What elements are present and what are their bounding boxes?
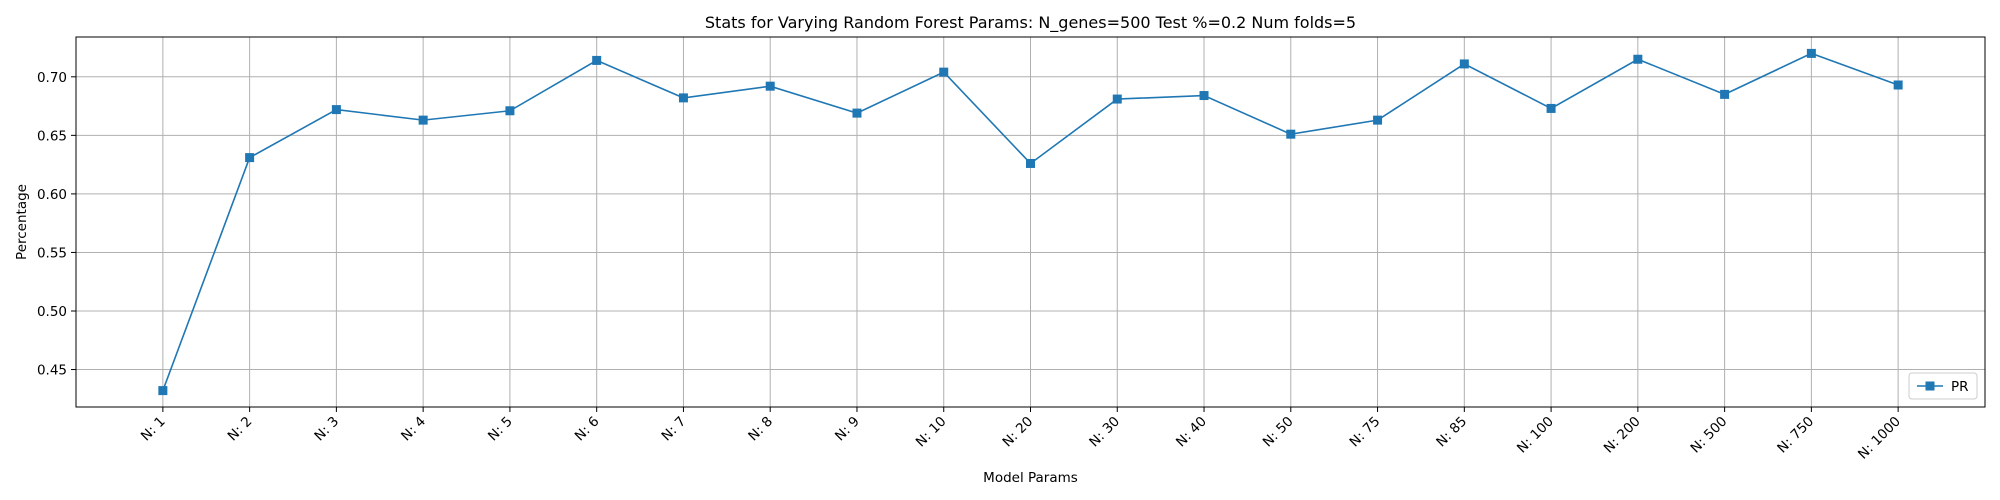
data-point bbox=[418, 115, 428, 125]
x-tick-label: N: 8 bbox=[745, 414, 776, 445]
x-tick-label: N: 30 bbox=[1086, 414, 1123, 451]
data-point bbox=[1893, 80, 1903, 90]
legend: PR bbox=[1908, 372, 1978, 400]
data-point bbox=[1199, 91, 1209, 101]
x-tick-label: N: 750 bbox=[1774, 414, 1817, 457]
y-axis-title: Percentage bbox=[14, 184, 30, 260]
x-tick-label: N: 7 bbox=[658, 414, 689, 445]
x-tick-label: N: 75 bbox=[1347, 414, 1384, 451]
x-tick-label: N: 500 bbox=[1688, 414, 1731, 457]
chart-title: Stats for Varying Random Forest Params: … bbox=[705, 13, 1356, 33]
x-tick-label: N: 100 bbox=[1514, 414, 1557, 457]
y-tick-label: 0.50 bbox=[37, 304, 67, 320]
data-point bbox=[939, 67, 949, 77]
data-point bbox=[678, 93, 688, 103]
data-point bbox=[852, 108, 862, 118]
data-point bbox=[1112, 94, 1122, 104]
x-tick-label: N: 3 bbox=[311, 414, 342, 445]
x-tick-label: N: 40 bbox=[1173, 414, 1210, 451]
x-axis-title: Model Params bbox=[983, 470, 1078, 486]
x-tick-label: N: 4 bbox=[398, 414, 429, 445]
x-tick-label: N: 2 bbox=[225, 414, 256, 445]
x-tick-label: N: 10 bbox=[913, 414, 950, 451]
grid bbox=[76, 37, 1985, 407]
x-tick-label: N: 6 bbox=[572, 414, 603, 445]
legend-label: PR bbox=[1951, 379, 1969, 395]
data-point bbox=[505, 106, 515, 116]
data-point bbox=[1720, 89, 1730, 99]
x-tick-label: N: 1 bbox=[138, 414, 169, 445]
x-tick-label: N: 20 bbox=[999, 414, 1036, 451]
data-point bbox=[331, 105, 341, 115]
legend-swatch-marker bbox=[1925, 381, 1935, 391]
x-axis: N: 1 N: 2 N: 3 N: 4 N: 5 N: 6 N: 7 N: 8 N: 9 N: 1… bbox=[138, 407, 1904, 463]
y-axis: 0.45 0.50 0.55 0.60 0.65 0.70 bbox=[37, 70, 76, 379]
y-tick-label: 0.45 bbox=[37, 363, 67, 379]
data-point bbox=[1459, 59, 1469, 69]
data-point bbox=[1633, 54, 1643, 64]
data-point bbox=[1546, 103, 1556, 113]
data-point bbox=[765, 81, 775, 91]
x-tick-label: N: 200 bbox=[1601, 414, 1644, 457]
y-tick-label: 0.70 bbox=[37, 70, 67, 86]
data-point bbox=[1026, 158, 1035, 168]
x-tick-label: N: 5 bbox=[485, 414, 516, 445]
y-tick-label: 0.60 bbox=[37, 187, 67, 203]
data-point bbox=[245, 153, 255, 163]
data-point bbox=[1806, 48, 1816, 58]
x-tick-label: N: 50 bbox=[1260, 414, 1297, 451]
series-layer bbox=[158, 48, 1903, 396]
data-point bbox=[592, 55, 602, 65]
data-point bbox=[158, 386, 168, 396]
x-tick-label: N: 85 bbox=[1433, 414, 1470, 451]
x-tick-label: N: 1000 bbox=[1855, 414, 1904, 463]
data-point bbox=[1286, 129, 1296, 139]
data-point bbox=[1373, 115, 1383, 125]
y-tick-label: 0.55 bbox=[37, 245, 67, 261]
y-tick-label: 0.65 bbox=[37, 128, 67, 144]
x-tick-label: N: 9 bbox=[832, 414, 863, 445]
